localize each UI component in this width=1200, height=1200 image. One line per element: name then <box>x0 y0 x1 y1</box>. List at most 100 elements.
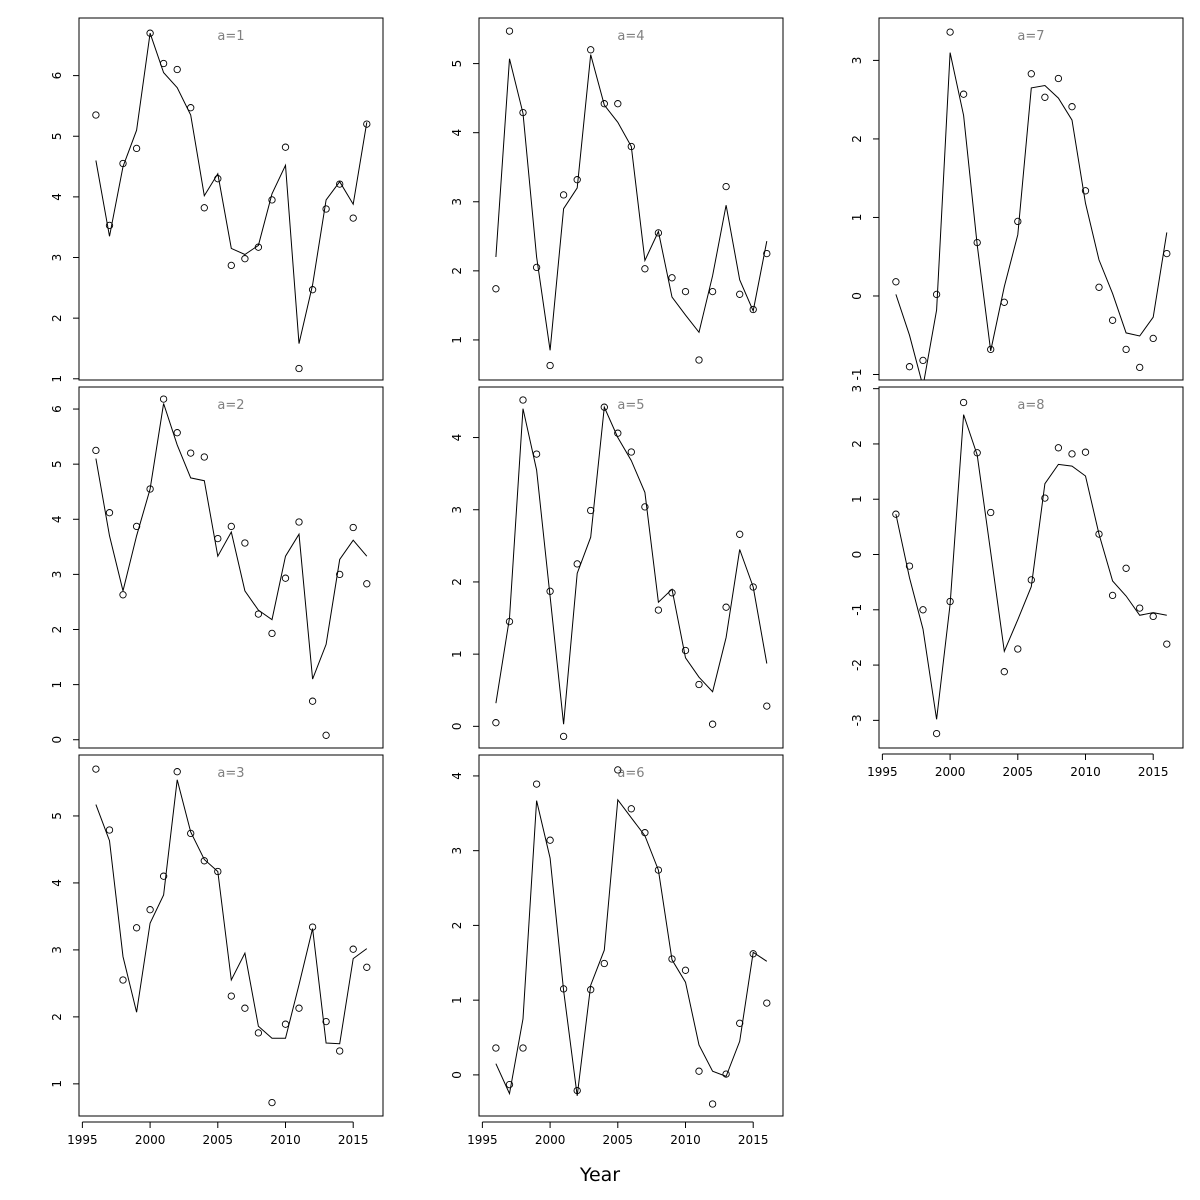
series-group <box>892 398 1171 738</box>
series-group <box>492 27 771 370</box>
data-point <box>668 274 676 282</box>
data-point <box>1163 640 1171 648</box>
series-group <box>92 395 371 739</box>
panel-6: a=6 0 1 2 3 4 1995 2000 2005 2010 2015 <box>450 754 784 1147</box>
y-tick-label: 3 <box>850 57 864 65</box>
data-point <box>614 429 622 437</box>
data-point <box>892 278 900 286</box>
plot-frame <box>78 17 384 381</box>
data-point <box>1095 530 1103 538</box>
data-point <box>159 59 168 68</box>
data-point <box>132 144 141 153</box>
data-point <box>1095 283 1103 291</box>
data-point <box>546 361 554 370</box>
data-point <box>1041 494 1049 502</box>
series-group <box>492 396 771 741</box>
data-point <box>627 448 635 456</box>
y-tick-label: 6 <box>50 405 64 413</box>
data-point <box>281 574 290 582</box>
data-point <box>641 503 649 511</box>
data-point <box>600 959 608 968</box>
data-point <box>1108 591 1117 600</box>
data-point <box>546 836 554 844</box>
y-tick-label: 5 <box>50 812 64 820</box>
x-tick-label: 2005 <box>203 1133 234 1147</box>
data-point <box>119 159 127 168</box>
data-point <box>973 449 981 457</box>
y-tick-label: 5 <box>50 132 64 140</box>
data-point <box>281 1020 290 1028</box>
data-point <box>708 287 717 296</box>
data-point <box>1136 604 1144 612</box>
data-point <box>763 702 771 710</box>
y-tick-label: 5 <box>450 60 464 68</box>
data-point <box>1068 103 1076 111</box>
data-point <box>281 143 290 151</box>
data-point <box>105 509 114 517</box>
data-point <box>519 1044 527 1052</box>
data-point <box>1027 70 1035 78</box>
data-point <box>973 238 981 247</box>
panel-3: a=3 1 2 3 4 5 1995 2000 2005 2010 2015 <box>50 754 384 1147</box>
data-point <box>1122 564 1130 572</box>
data-point <box>295 518 303 526</box>
data-point <box>736 530 744 538</box>
plot-frame <box>478 17 784 381</box>
fit-line <box>895 414 1167 720</box>
data-point <box>1014 217 1022 226</box>
data-point <box>363 963 371 971</box>
data-point <box>322 205 330 213</box>
data-point <box>146 485 154 493</box>
data-point <box>681 966 690 974</box>
series-group <box>92 765 371 1107</box>
x-tick-label: 2010 <box>670 1133 701 1147</box>
fit-line <box>895 52 1168 380</box>
x-tick-label: 2000 <box>535 1133 566 1147</box>
plot-frame <box>878 17 1184 381</box>
data-point <box>187 104 195 112</box>
data-point <box>749 950 757 958</box>
data-point <box>159 872 168 880</box>
y-tick-label: 4 <box>50 879 64 887</box>
data-point <box>1081 187 1090 195</box>
data-point <box>587 506 595 515</box>
x-tick-label: 2005 <box>603 1133 634 1147</box>
data-point <box>308 286 317 294</box>
data-point <box>736 290 744 298</box>
data-point <box>1027 576 1035 584</box>
data-point <box>187 829 195 838</box>
plot-frame <box>78 386 384 749</box>
data-point <box>254 243 263 251</box>
data-point <box>559 191 568 199</box>
fit-line <box>495 54 768 351</box>
data-point <box>159 395 168 403</box>
fit-line <box>495 798 768 1096</box>
data-point <box>519 396 527 404</box>
data-point <box>546 587 554 595</box>
data-point <box>695 356 703 364</box>
panel-title: a=1 <box>217 29 244 44</box>
data-point <box>336 180 344 188</box>
data-point <box>227 522 235 531</box>
x-tick-label: 1995 <box>467 1133 498 1147</box>
fit-line <box>95 779 368 1045</box>
plot-frame <box>78 754 384 1117</box>
data-point <box>1136 363 1144 372</box>
data-point <box>254 1029 263 1037</box>
data-point <box>173 429 181 437</box>
fit-line <box>95 33 368 344</box>
data-point <box>919 356 927 365</box>
y-tick-label: 2 <box>450 267 464 275</box>
y-tick-label: 1 <box>850 214 864 222</box>
y-tick-label: 2 <box>450 922 464 930</box>
plot-frame <box>878 386 1184 749</box>
data-point <box>92 765 100 773</box>
data-point <box>681 287 690 296</box>
fit-line <box>95 403 368 680</box>
data-point <box>492 719 500 727</box>
y-tick-label: 6 <box>50 72 64 80</box>
y-tick-label: 2 <box>850 440 864 448</box>
data-point <box>722 603 730 611</box>
series-group <box>892 28 1171 380</box>
data-point <box>763 999 771 1007</box>
